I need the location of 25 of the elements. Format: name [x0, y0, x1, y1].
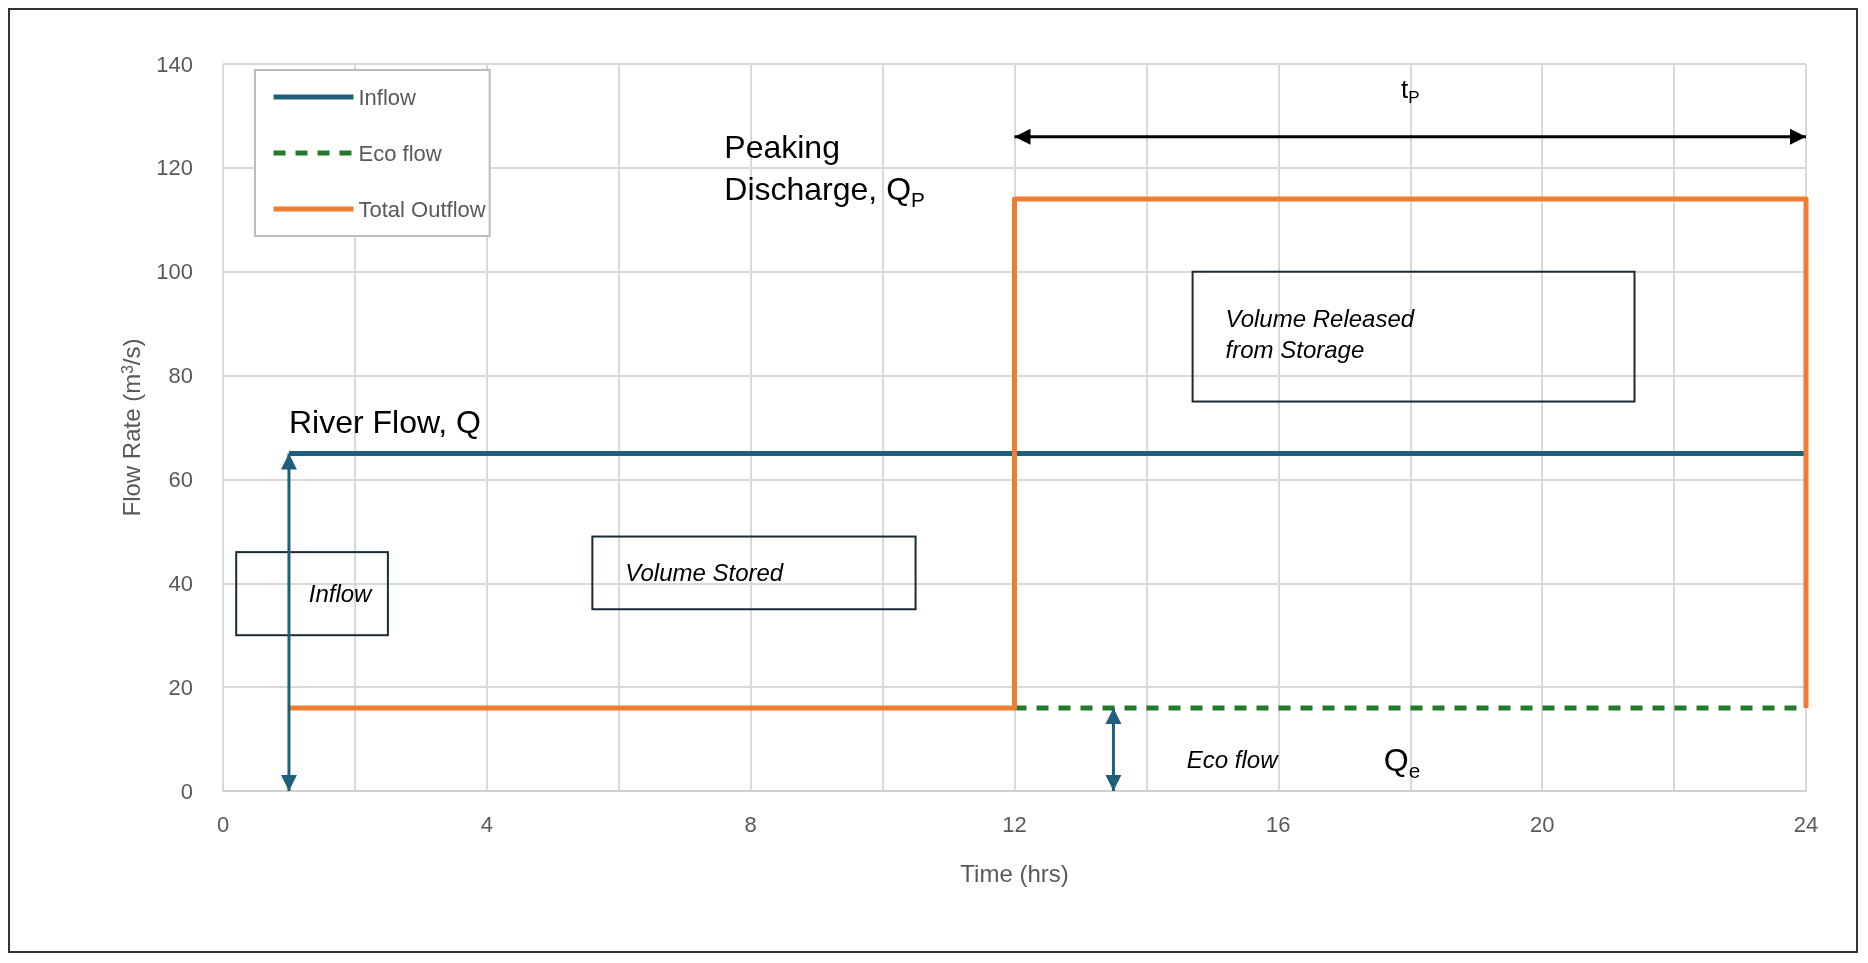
x-tick-label: 12	[1002, 811, 1027, 837]
x-tick-label: 16	[1266, 811, 1291, 837]
y-tick-label: 100	[156, 259, 193, 285]
x-tick-label: 0	[216, 811, 230, 837]
y-tick-label: 140	[156, 51, 193, 77]
annotation: River Flow, Q	[288, 404, 481, 441]
y-tick-label: 40	[168, 570, 193, 596]
y-tick-label: 20	[168, 674, 193, 700]
x-tick-label: 4	[480, 811, 493, 837]
x-tick-label: 20	[1529, 811, 1555, 837]
y-axis-title: Flow Rate (m3/s)	[117, 338, 145, 517]
legend-label: Eco flow	[358, 140, 442, 166]
legend-label: Inflow	[358, 84, 417, 110]
y-tick-label: 80	[168, 363, 193, 389]
x-axis-title: Time (hrs)	[960, 859, 1069, 887]
x-tick-label: 24	[1793, 811, 1819, 837]
annotation: Eco flow	[1186, 746, 1280, 774]
y-tick-label: 60	[168, 466, 193, 492]
annotation: Volume Stored	[625, 559, 784, 587]
legend-label: Total Outflow	[358, 196, 486, 222]
annotation: Volume Released from Storage	[1225, 304, 1421, 364]
annotation: Inflow	[308, 580, 374, 608]
x-tick-label: 8	[744, 811, 757, 837]
y-tick-label: 0	[180, 778, 193, 804]
y-tick-label: 120	[156, 155, 193, 181]
